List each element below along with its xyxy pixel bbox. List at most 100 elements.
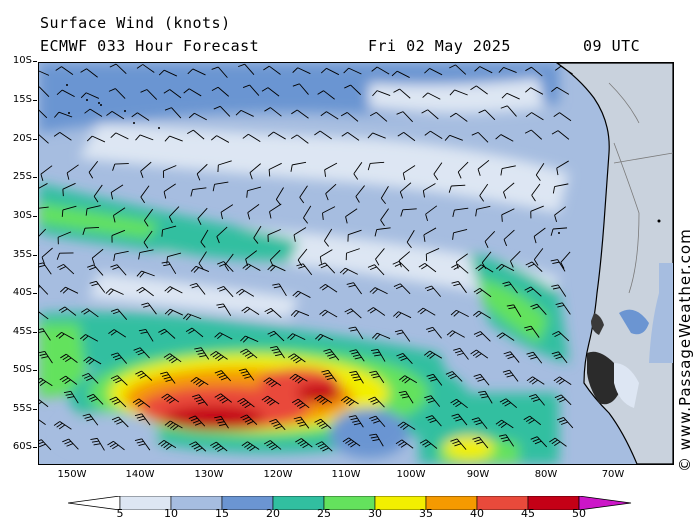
wind-barb: [83, 356, 102, 365]
wind-barb: [320, 67, 340, 76]
lon-label: 140W: [125, 469, 155, 480]
wind-barb: [140, 89, 158, 100]
wind-barb: [496, 332, 515, 341]
wind-barb: [348, 326, 364, 340]
wind-barb: [110, 184, 124, 200]
wind-barbs: [39, 63, 574, 452]
wind-barb: [160, 371, 176, 384]
wind-barb: [81, 372, 99, 384]
wind-barb: [422, 92, 441, 100]
wind-barb: [422, 183, 436, 198]
wind-barb: [450, 438, 467, 450]
wind-barb: [267, 228, 281, 242]
wind-barb: [106, 110, 125, 120]
wind-barb: [242, 263, 261, 271]
wind-barb: [188, 112, 207, 121]
legend-label: 15: [215, 507, 229, 520]
wind-barb: [39, 311, 49, 320]
wind-barb: [189, 441, 207, 452]
wind-barb: [369, 111, 388, 122]
wind-barb: [369, 287, 388, 295]
wind-barb: [315, 441, 333, 452]
wind-barb: [375, 248, 385, 266]
wind-barb: [187, 68, 206, 76]
wind-barb: [158, 69, 178, 77]
wind-barb: [396, 111, 413, 123]
wind-barb: [109, 396, 127, 408]
wind-barb: [393, 283, 411, 295]
wind-barb: [470, 349, 489, 359]
wind-barb: [552, 330, 570, 342]
wind-barb: [319, 249, 333, 264]
wind-map[interactable]: [38, 62, 674, 465]
wind-barb: [551, 86, 570, 95]
wind-barb: [138, 329, 154, 342]
wind-barb: [451, 281, 467, 294]
wind-barb: [110, 352, 128, 364]
wind-barb: [110, 264, 127, 276]
wind-barb: [380, 186, 389, 205]
wind-barb: [290, 134, 309, 144]
wind-barb: [224, 253, 234, 272]
wind-barb: [39, 350, 53, 364]
wind-barb: [551, 284, 567, 297]
wind-barb: [425, 205, 438, 222]
lat-label: 30S: [12, 210, 38, 221]
wind-barb: [292, 83, 309, 95]
wind-barb: [452, 229, 468, 240]
wind-barb: [533, 227, 546, 244]
wind-barb: [370, 349, 386, 362]
wind-barb: [269, 203, 282, 219]
wind-barb: [134, 413, 151, 426]
wind-barb: [290, 310, 310, 318]
wind-barb: [261, 395, 280, 406]
wind-barb: [341, 131, 360, 141]
wind-barb: [39, 109, 48, 119]
wind-barb: [164, 107, 182, 119]
wind-barb: [158, 328, 176, 339]
wind-barb: [59, 286, 79, 294]
wind-barb: [478, 109, 496, 121]
wind-barb: [426, 373, 443, 386]
wind-barb: [349, 370, 364, 384]
wind-barb: [241, 306, 260, 315]
wind-barb: [39, 183, 48, 189]
wind-barb: [433, 162, 443, 181]
wind-barb: [525, 66, 543, 77]
wind-barb: [190, 187, 207, 197]
wind-barb: [61, 205, 77, 217]
wind-barb: [40, 165, 53, 181]
wind-barb: [39, 70, 50, 76]
wind-barb: [60, 353, 78, 363]
wind-barb: [346, 282, 363, 295]
wind-barb: [135, 370, 153, 381]
wind-barb: [163, 89, 182, 99]
wind-barb: [396, 352, 413, 365]
wind-barb: [503, 351, 520, 363]
wind-barb: [325, 183, 337, 201]
wind-barb: [39, 206, 49, 209]
wind-barb: [109, 63, 127, 75]
wind-barb: [369, 415, 386, 428]
wind-barb: [449, 64, 467, 75]
wind-barb: [470, 85, 488, 95]
wind-barb: [530, 205, 544, 219]
wind-barb: [473, 373, 490, 386]
wind-barb: [268, 162, 282, 177]
wind-barb: [495, 134, 514, 142]
wind-barb: [287, 353, 306, 364]
wind-barb: [196, 163, 208, 181]
wind-barb: [143, 208, 154, 227]
wind-barb: [475, 205, 491, 217]
wind-barb: [367, 264, 385, 276]
wind-barb: [355, 185, 365, 203]
wind-barb: [525, 87, 544, 95]
wind-barb: [53, 132, 72, 141]
wind-barb: [263, 440, 282, 451]
wind-barb: [247, 204, 260, 220]
wind-barb: [132, 398, 151, 408]
wind-barb: [158, 440, 177, 450]
wind-barb: [293, 227, 307, 242]
wind-barb: [499, 398, 518, 409]
wind-barb: [261, 87, 280, 97]
